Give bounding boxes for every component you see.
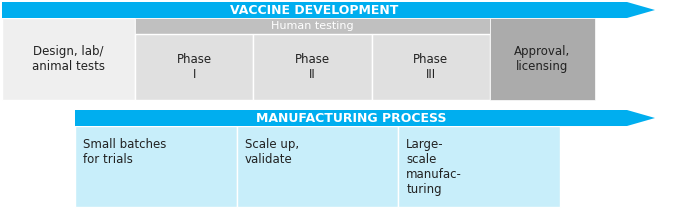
Bar [135, 34, 254, 100]
Polygon shape [627, 2, 655, 18]
Text: Phase
I: Phase I [177, 53, 211, 81]
Polygon shape [627, 110, 655, 126]
Text: Human testing: Human testing [271, 21, 354, 31]
Bar [2, 18, 135, 100]
Bar [2, 2, 627, 18]
Text: Small batches
for trials: Small batches for trials [83, 138, 167, 166]
Text: Phase
II: Phase II [295, 53, 330, 81]
Bar [135, 18, 490, 34]
Bar [398, 126, 560, 207]
Bar [372, 34, 490, 100]
Bar [75, 110, 627, 126]
Bar [254, 34, 372, 100]
Text: Scale up,
validate: Scale up, validate [245, 138, 299, 166]
Text: Phase
III: Phase III [413, 53, 448, 81]
Text: MANUFACTURING PROCESS: MANUFACTURING PROCESS [256, 111, 446, 125]
Bar [75, 126, 237, 207]
Bar [237, 126, 398, 207]
Text: VACCINE DEVELOPMENT: VACCINE DEVELOPMENT [231, 4, 398, 17]
Bar [490, 18, 595, 100]
Text: Approval,
licensing: Approval, licensing [514, 45, 571, 73]
Text: Design, lab/
animal tests: Design, lab/ animal tests [32, 45, 105, 73]
Text: Large-
scale
manufac-
turing: Large- scale manufac- turing [407, 138, 462, 196]
